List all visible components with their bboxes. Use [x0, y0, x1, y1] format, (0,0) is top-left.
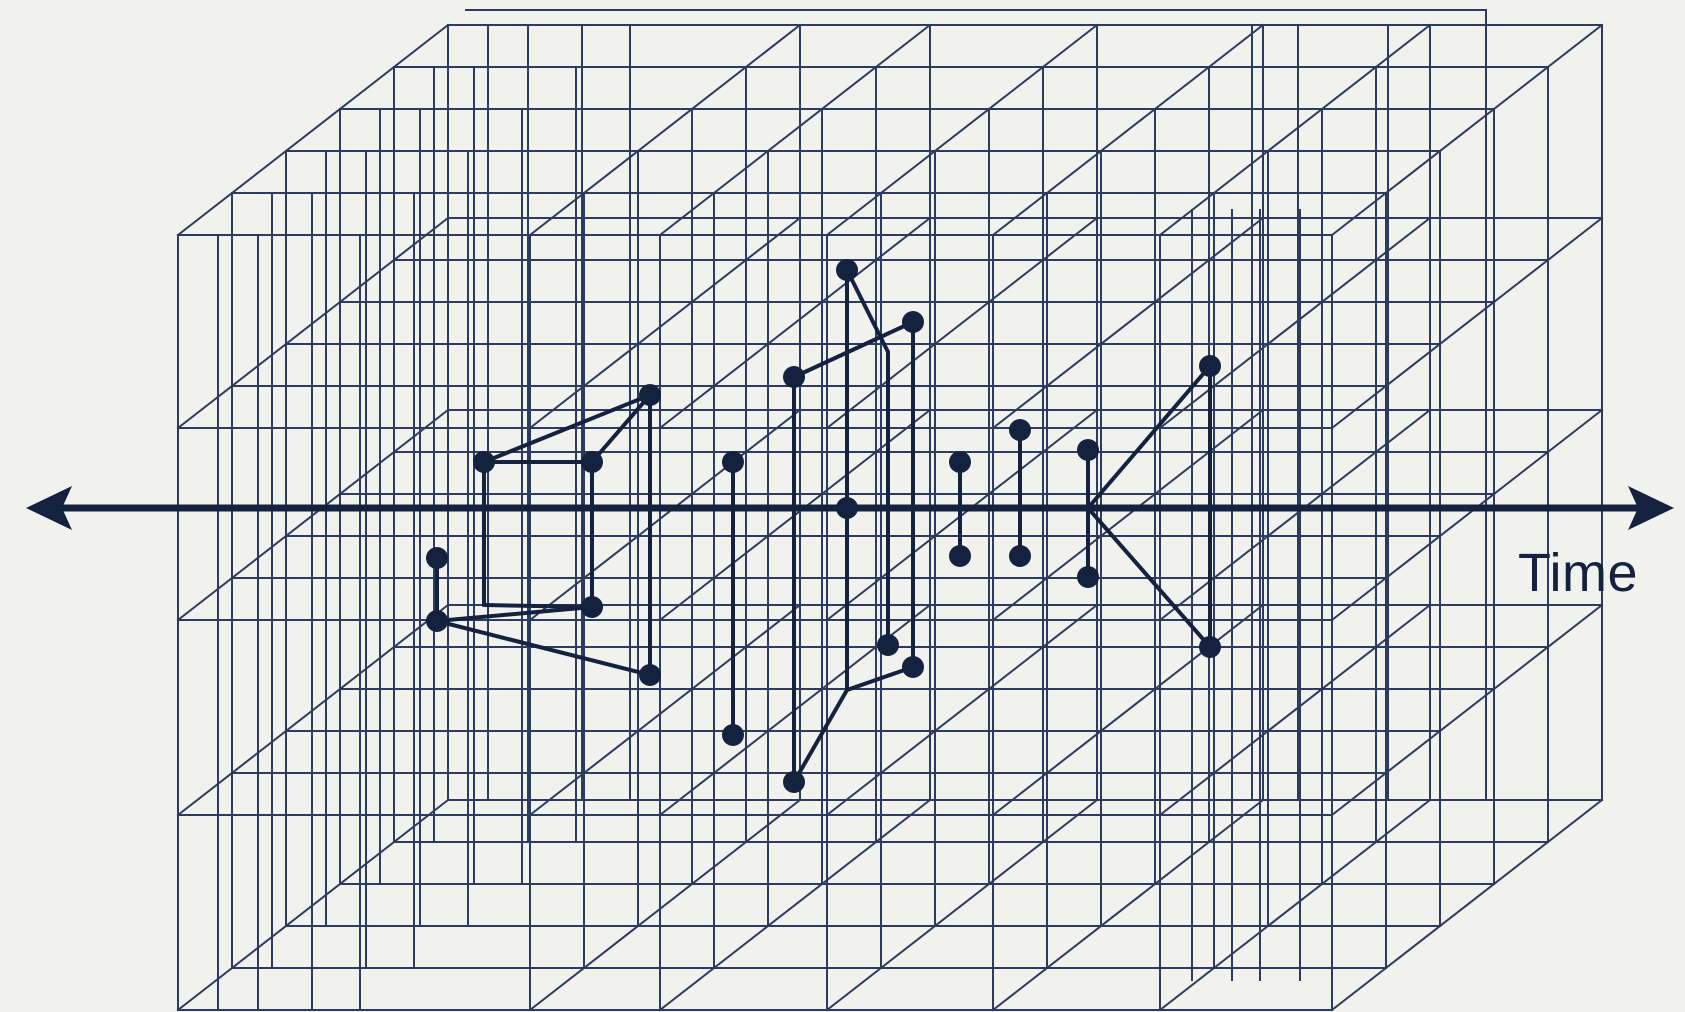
grid-line — [1330, 23, 1604, 237]
time-axis-label: Time — [1518, 543, 1638, 603]
snapshot-6-node — [1199, 636, 1221, 658]
grid-line — [1330, 603, 1604, 817]
grid-line — [1158, 216, 1432, 430]
grid-lattice — [176, 9, 1604, 1012]
grid-line — [825, 603, 1099, 817]
figure-edge — [1086, 506, 1212, 649]
arrowhead-left-icon — [26, 486, 72, 530]
snapshot-2-node — [722, 724, 744, 746]
snapshot-1-node — [426, 547, 448, 569]
grid-line — [528, 408, 802, 622]
rotating-figure-snapshots — [426, 259, 1221, 793]
snapshot-4-node — [949, 545, 971, 567]
figure-edge — [792, 688, 849, 784]
snapshot-2-node — [722, 451, 744, 473]
grid-line — [991, 798, 1265, 1012]
grid-line — [1330, 408, 1604, 622]
snapshot-3-node — [877, 634, 899, 656]
snapshot-3-node — [783, 366, 805, 388]
figure-edge — [792, 320, 915, 379]
figure-edge — [845, 665, 915, 692]
snapshot-4-node — [949, 451, 971, 473]
grid-line — [991, 408, 1265, 622]
grid-line — [658, 23, 932, 237]
grid-line — [1158, 408, 1432, 622]
grid-line — [658, 216, 932, 430]
grid-line — [1158, 603, 1432, 817]
grid-line — [991, 216, 1265, 430]
snapshot-3-node — [902, 311, 924, 333]
snapshot-6-node — [1077, 566, 1099, 588]
grid-line — [528, 798, 802, 1012]
grid-line — [528, 603, 802, 817]
snapshot-3-node — [836, 259, 858, 281]
grid-line — [1330, 798, 1604, 1012]
grid-line — [1158, 23, 1432, 237]
snapshot-1-node — [426, 610, 448, 632]
figure-edge — [435, 619, 652, 677]
snapshot-6-node — [1199, 355, 1221, 377]
grid-line — [176, 216, 450, 430]
grid-line — [176, 408, 450, 622]
figure-edge — [435, 605, 594, 623]
grid-line — [176, 23, 450, 237]
arrowhead-right-icon — [1628, 486, 1674, 530]
grid-line — [528, 23, 802, 237]
snapshot-5-node — [1009, 419, 1031, 441]
snapshot-5-node — [1009, 545, 1031, 567]
snapshot-1-node — [581, 451, 603, 473]
snapshot-1-node — [473, 451, 495, 473]
grid-line — [658, 798, 932, 1012]
grid-line — [1330, 216, 1604, 430]
snapshot-6-node — [1077, 439, 1099, 461]
figure-edge — [1086, 364, 1212, 510]
snapshot-1-node — [639, 384, 661, 406]
grid-line — [825, 216, 1099, 430]
figure-edge — [482, 393, 652, 464]
snapshot-3-node — [783, 771, 805, 793]
snapshot-3-node — [836, 497, 858, 519]
snapshot-1-node — [639, 664, 661, 686]
grid-line — [1158, 798, 1432, 1012]
grid-line — [528, 216, 802, 430]
grid-line — [176, 603, 450, 817]
grid-line — [825, 23, 1099, 237]
snapshot-3-node — [902, 656, 924, 678]
grid-line — [176, 798, 450, 1012]
snapshot-1-node — [581, 596, 603, 618]
grid-line — [991, 603, 1265, 817]
grid-line — [991, 23, 1265, 237]
figure-edge — [590, 393, 652, 464]
grid-line — [825, 798, 1099, 1012]
